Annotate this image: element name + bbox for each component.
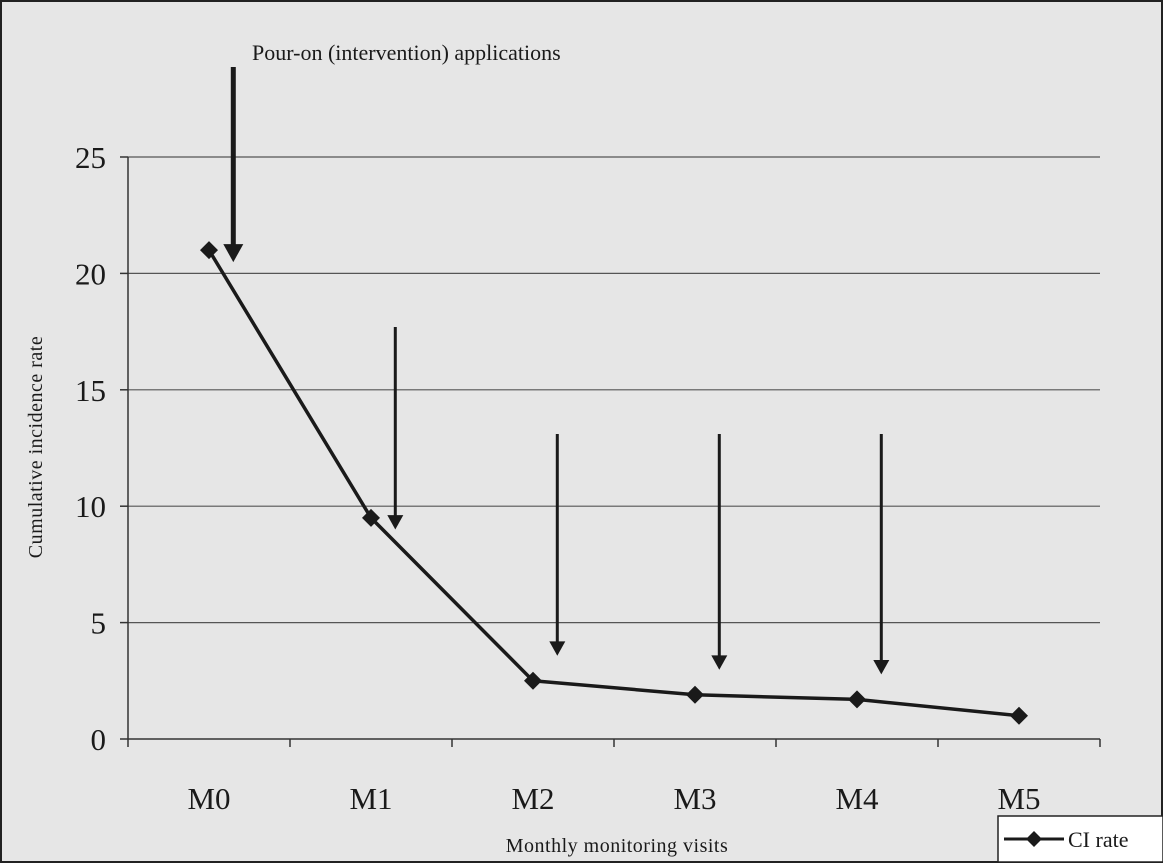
data-point-m2 <box>524 671 542 690</box>
intervention-arrow-head-m4 <box>873 660 890 675</box>
x-tick-label-m1: M1 <box>349 781 392 816</box>
series-line-ci-rate <box>207 249 1020 718</box>
axes: 0 5 10 15 20 25 M0 M1 M2 M3 M4 M5 <box>75 140 1101 816</box>
legend-marker-swatch <box>1026 831 1042 847</box>
intervention-arrow-head-m0 <box>223 244 244 263</box>
y-tick-label-5: 5 <box>91 606 107 641</box>
y-axis-label: Cumulative incidence rate <box>25 336 47 558</box>
gridlines <box>128 156 1100 624</box>
annotation-pour-on: Pour-on (intervention) applications <box>252 40 561 65</box>
legend-label-ci-rate: CI rate <box>1068 827 1128 852</box>
y-tick-label-20: 20 <box>75 256 106 291</box>
series-ci-rate <box>200 241 1028 725</box>
x-tick-label-m2: M2 <box>511 781 554 816</box>
data-point-m3 <box>686 685 704 704</box>
y-tick-label-10: 10 <box>75 489 106 524</box>
intervention-arrow-head-m1 <box>387 515 404 530</box>
legend: CI rate <box>997 815 1163 863</box>
y-tick-label-25: 25 <box>75 140 106 175</box>
intervention-arrow-head-m2 <box>549 641 566 656</box>
x-tick-label-m5: M5 <box>997 781 1040 816</box>
data-point-m5 <box>1010 706 1028 725</box>
data-point-m1 <box>362 508 380 527</box>
intervention-arrows <box>223 67 890 675</box>
x-tick-label-m0: M0 <box>187 781 230 816</box>
data-point-m0 <box>200 241 218 260</box>
data-point-m4 <box>848 690 866 709</box>
x-tick-label-m4: M4 <box>835 781 879 816</box>
intervention-arrow-head-m3 <box>711 655 728 670</box>
y-tick-label-0: 0 <box>91 722 107 757</box>
y-tick-label-15: 15 <box>75 373 106 408</box>
x-axis-label: Monthly monitoring visits <box>506 835 729 857</box>
x-tick-label-m3: M3 <box>673 781 716 816</box>
